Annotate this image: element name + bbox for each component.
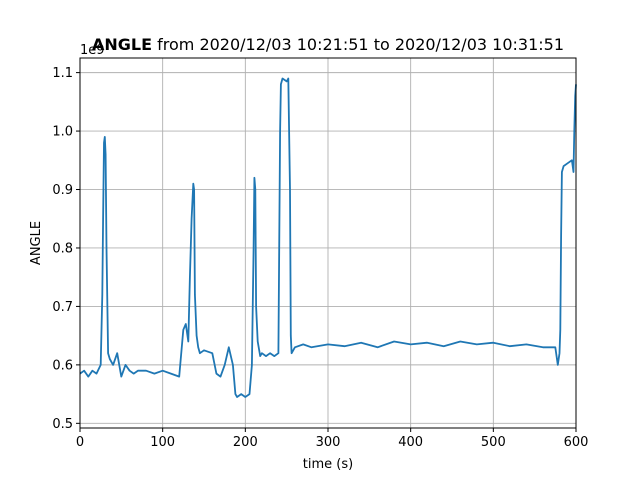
y-axis-ticks: 0.5 0.6 0.7 0.8 0.9 1.0 1.1	[52, 66, 80, 432]
x-tick-label: 200	[233, 435, 258, 450]
grid-lines	[79, 58, 577, 428]
y-tick-label: 1.1	[52, 66, 73, 81]
y-tick-label: 0.8	[52, 241, 73, 256]
series-line	[79, 77, 577, 398]
y-offset-label: 1e9	[80, 43, 105, 58]
x-tick-label: 300	[316, 435, 341, 450]
chart-title-range: from 2020/12/03 10:21:51 to 2020/12/03 1…	[152, 35, 564, 54]
y-tick-label: 0.6	[52, 358, 73, 373]
y-tick-label: 1.0	[52, 125, 73, 140]
x-axis-ticks: 0 100 200 300 400 500 600	[76, 428, 589, 450]
x-tick-label: 0	[76, 435, 84, 450]
y-tick-label: 0.7	[52, 300, 73, 315]
x-axis-label: time (s)	[303, 457, 353, 472]
x-tick-label: 400	[398, 435, 423, 450]
x-tick-label: 100	[150, 435, 175, 450]
chart-title-variable: ANGLE	[92, 35, 152, 54]
y-axis-label: ANGLE	[29, 221, 44, 265]
x-tick-label: 600	[564, 435, 589, 450]
chart-title: ANGLE from 2020/12/03 10:21:51 to 2020/1…	[92, 35, 564, 54]
series-layer	[79, 77, 577, 398]
x-tick-label: 500	[481, 435, 506, 450]
y-tick-label: 0.5	[52, 417, 73, 432]
y-tick-label: 0.9	[52, 183, 73, 198]
